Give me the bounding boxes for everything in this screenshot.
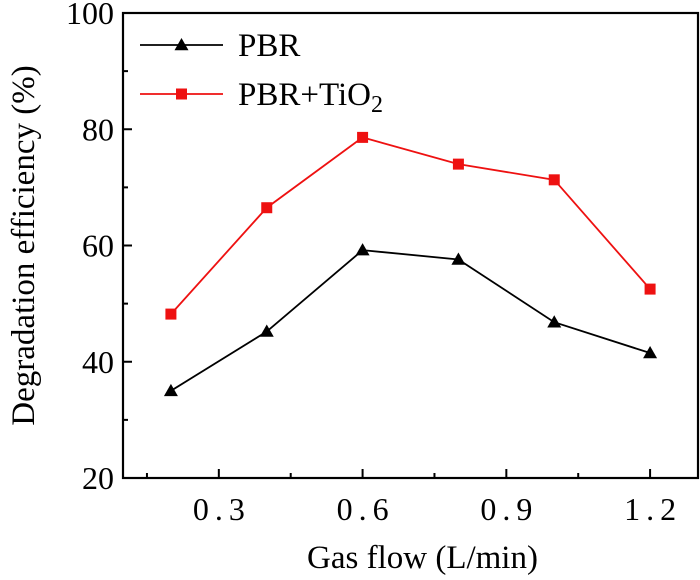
x-tick-label: 1.2 xyxy=(624,491,682,527)
y-tick-label: 80 xyxy=(82,111,114,147)
legend-label: PBR xyxy=(238,28,300,64)
legend-label-text: PBR xyxy=(238,28,300,64)
series-pbr-tio2 xyxy=(165,131,656,320)
data-point xyxy=(451,252,466,265)
data-point xyxy=(643,346,658,359)
x-tick-label: 0.9 xyxy=(480,491,538,527)
legend-marker xyxy=(176,88,187,100)
data-point xyxy=(547,315,562,328)
data-point xyxy=(355,243,370,256)
y-tick-label: 60 xyxy=(82,228,114,264)
legend-label-subscript: 2 xyxy=(371,92,383,118)
legend-entry: PBR+TiO2 xyxy=(140,77,383,118)
y-axis-title: Degradation efficiency (%) xyxy=(6,65,42,425)
legend-label-text: PBR+TiO xyxy=(238,77,371,113)
data-point xyxy=(261,202,273,214)
legend-marker xyxy=(174,38,189,51)
data-point xyxy=(165,308,177,320)
x-tick-label: 0.6 xyxy=(337,491,395,527)
plot-area xyxy=(163,131,658,397)
series-line xyxy=(170,249,651,392)
data-point xyxy=(548,174,560,186)
legend-label: PBR+TiO2 xyxy=(238,77,383,118)
data-point xyxy=(357,131,369,143)
x-tick-label: 0.3 xyxy=(193,491,251,527)
y-tick-label: 40 xyxy=(82,344,114,380)
legend-entry: PBR xyxy=(140,28,300,64)
legend: PBR PBR+TiO2 xyxy=(140,28,383,118)
data-point xyxy=(452,158,464,170)
x-axis-title: Gas flow (L/min) xyxy=(307,540,538,576)
y-tick-label: 20 xyxy=(82,460,114,496)
axes: 20 40 60 80 100 0.3 0.6 0.9 1.2 Gas flow (L/min) D… xyxy=(6,0,700,576)
y-tick-label: 100 xyxy=(66,0,114,31)
data-point xyxy=(163,383,178,397)
data-point xyxy=(259,324,274,337)
data-point xyxy=(644,283,656,295)
series-pbr xyxy=(163,243,658,397)
series-line xyxy=(170,136,651,315)
